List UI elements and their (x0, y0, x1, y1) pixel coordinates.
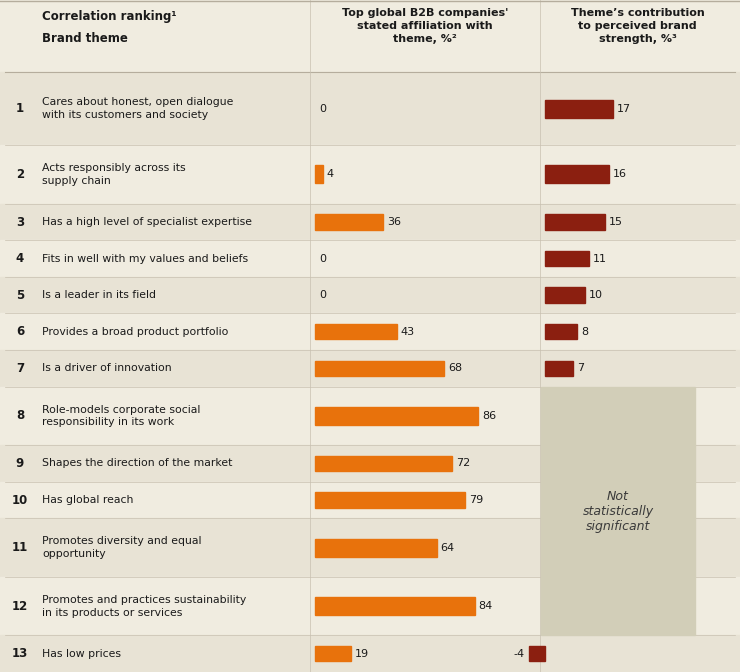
Text: Has low prices: Has low prices (42, 648, 121, 659)
Text: 17: 17 (617, 103, 631, 114)
Text: 7: 7 (16, 362, 24, 375)
Text: Theme’s contribution
to perceived brand
strength, %³: Theme’s contribution to perceived brand … (571, 8, 704, 44)
Text: 10: 10 (589, 290, 603, 300)
Text: 68: 68 (448, 364, 462, 374)
Bar (545, 251, 589, 266)
Text: 36: 36 (388, 217, 401, 227)
Bar (545, 361, 573, 376)
Text: 10: 10 (12, 493, 28, 507)
Bar (0, 636, 740, 672)
Bar (315, 646, 351, 661)
Text: Cares about honest, open dialogue
with its customers and society: Cares about honest, open dialogue with i… (42, 97, 233, 120)
Bar (545, 288, 585, 303)
Text: 3: 3 (16, 216, 24, 228)
Text: 11: 11 (593, 253, 607, 263)
Text: Brand theme: Brand theme (42, 32, 128, 45)
Text: 43: 43 (400, 327, 415, 337)
Bar (315, 407, 478, 425)
Bar (315, 539, 437, 556)
Text: 84: 84 (479, 601, 493, 611)
Text: 4: 4 (16, 252, 24, 265)
Text: 72: 72 (456, 458, 470, 468)
Bar (0, 313, 740, 350)
Bar (0, 350, 740, 386)
Text: Fits in well with my values and beliefs: Fits in well with my values and beliefs (42, 253, 248, 263)
Bar (0, 145, 740, 204)
Text: 64: 64 (440, 542, 454, 552)
Text: Has a high level of specialist expertise: Has a high level of specialist expertise (42, 217, 252, 227)
Text: 8: 8 (16, 409, 24, 423)
Text: 13: 13 (12, 647, 28, 660)
Text: 7: 7 (577, 364, 584, 374)
Text: -4: -4 (514, 648, 525, 659)
Text: Not
statistically
significant: Not statistically significant (582, 489, 653, 532)
Text: 0: 0 (319, 253, 326, 263)
Text: Correlation ranking¹: Correlation ranking¹ (42, 10, 177, 23)
Text: 19: 19 (355, 648, 369, 659)
Text: 4: 4 (326, 169, 334, 179)
Bar (0, 482, 740, 518)
Bar (315, 493, 465, 508)
Text: Promotes and practices sustainability
in its products or services: Promotes and practices sustainability in… (42, 595, 246, 618)
Bar (545, 214, 605, 230)
Text: 8: 8 (581, 327, 588, 337)
Text: 9: 9 (16, 457, 24, 470)
Text: 11: 11 (12, 541, 28, 554)
Text: Shapes the direction of the market: Shapes the direction of the market (42, 458, 232, 468)
Bar (0, 0, 740, 72)
Text: 1: 1 (16, 102, 24, 115)
Bar (315, 165, 323, 183)
Text: 86: 86 (482, 411, 497, 421)
Text: Provides a broad product portfolio: Provides a broad product portfolio (42, 327, 229, 337)
Bar (0, 204, 740, 241)
Text: Role-models corporate social
responsibility in its work: Role-models corporate social responsibil… (42, 405, 201, 427)
Text: 12: 12 (12, 599, 28, 613)
Text: 15: 15 (609, 217, 623, 227)
Bar (0, 241, 740, 277)
Bar (315, 361, 444, 376)
Bar (315, 214, 383, 230)
Bar (545, 99, 613, 118)
Bar (315, 597, 474, 615)
Text: 6: 6 (16, 325, 24, 338)
Bar (315, 456, 452, 471)
Text: 16: 16 (613, 169, 627, 179)
Text: Acts responsibly across its
supply chain: Acts responsibly across its supply chain (42, 163, 186, 186)
Bar (0, 72, 740, 145)
Bar (0, 386, 740, 445)
Bar (0, 445, 740, 482)
Text: 0: 0 (319, 290, 326, 300)
Bar (0, 277, 740, 313)
Text: 2: 2 (16, 168, 24, 181)
Text: Top global B2B companies'
stated affiliation with
theme, %²: Top global B2B companies' stated affilia… (342, 8, 508, 44)
Bar (545, 324, 577, 339)
Bar (545, 165, 609, 183)
Text: Promotes diversity and equal
opportunity: Promotes diversity and equal opportunity (42, 536, 201, 559)
Bar (541, 386, 695, 636)
Text: Is a driver of innovation: Is a driver of innovation (42, 364, 172, 374)
Bar (529, 646, 545, 661)
Text: Is a leader in its field: Is a leader in its field (42, 290, 156, 300)
Text: Has global reach: Has global reach (42, 495, 133, 505)
Bar (0, 518, 740, 577)
Bar (315, 324, 397, 339)
Text: 5: 5 (16, 289, 24, 302)
Text: 79: 79 (469, 495, 483, 505)
Text: 0: 0 (319, 103, 326, 114)
Bar (0, 577, 740, 636)
